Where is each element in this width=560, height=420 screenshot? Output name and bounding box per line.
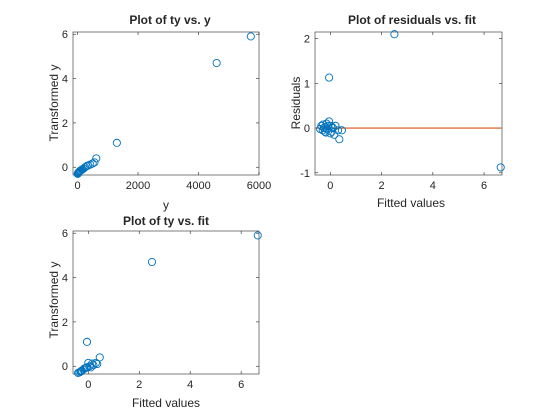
x-tick-label: 2 [136,379,142,391]
y-axis-label: Transformed y [47,262,61,339]
axes-box [72,31,260,176]
y-tick-label: 2 [304,34,310,46]
y-tick-label: 0 [304,123,310,135]
plot-area: 0 2000 4000 6000 0 2 4 6 [62,29,271,192]
x-tick-label: 2000 [126,180,150,192]
y-tick-label: 2 [62,317,68,329]
x-axis-label: y [163,198,169,212]
y-tick-label: 1 [304,78,310,90]
data-point [147,257,157,267]
y-axis-label: Residuals [289,77,303,130]
y-tick-label: -1 [300,168,310,180]
data-point [325,73,334,82]
data-point [334,126,343,135]
y-tick-label: 6 [62,228,68,240]
data-point [390,30,399,39]
data-point [331,121,340,130]
data-point [326,121,335,130]
data-point [79,365,88,374]
x-axis-label: Fitted values [377,196,445,210]
x-tick-label: 4 [430,180,436,192]
data-point [323,121,332,130]
plot-area: 0 2 4 6 0 2 4 6 [62,228,262,391]
data-point [86,363,95,372]
data-point [337,126,346,135]
x-axis-label: Fitted values [132,396,200,410]
y-tick-label: 4 [62,74,68,86]
data-point [81,363,90,373]
x-tick-label: 0 [327,180,333,192]
x-tick-label: 4 [187,379,193,391]
axes-box [72,230,260,375]
data-point [89,361,98,370]
y-tick-label: 4 [62,273,68,285]
data-point [91,358,100,367]
x-tick-label: 4000 [186,180,210,192]
y-tick-label: 0 [62,162,68,174]
x-tick-label: 6 [238,379,244,391]
data-point [335,135,344,144]
axes-box [314,31,503,176]
data-point [212,58,221,68]
chart-title: Plot of ty vs. y [129,13,211,27]
y-tick-label: 6 [62,29,68,41]
plot-area: 0 2 4 6 -1 0 1 2 [300,30,505,192]
chart-title: Plot of residuals vs. fit [348,13,476,27]
subplot-residuals-vs-fit: Plot of residuals vs. fit 0 2 4 6 -1 0 1 2 Fitt… [289,13,505,210]
x-tick-label: 6 [481,180,487,192]
x-tick-label: 2 [379,180,385,192]
data-point [253,231,262,240]
subplot-ty-vs-fit: Plot of ty vs. fit 0 2 4 6 0 2 4 6 Fitted value… [47,214,262,410]
data-point [92,154,101,163]
data-point [85,362,94,371]
x-tick-label: 6000 [247,180,271,192]
x-tick-label: 0 [85,379,91,391]
data-point [95,353,104,362]
data-point [90,158,99,167]
data-point [496,163,505,172]
data-point [88,359,97,368]
y-tick-label: 0 [62,361,68,373]
y-tick-label: 2 [62,118,68,130]
x-tick-label: 0 [74,180,80,192]
data-point [322,119,331,128]
chart-title: Plot of ty vs. fit [123,214,209,228]
y-axis-label: Transformed y [47,65,61,142]
data-point [82,337,92,346]
data-point [246,32,255,41]
data-point [112,138,121,147]
subplot-ty-vs-y: Plot of ty vs. y 0 2000 4000 6000 0 2 4 6 y Tra… [47,13,271,212]
